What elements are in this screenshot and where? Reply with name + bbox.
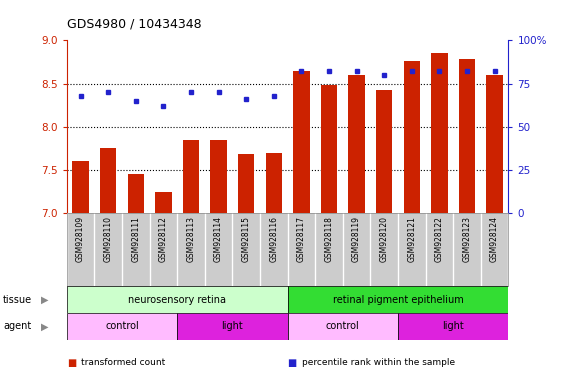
Text: GDS4980 / 10434348: GDS4980 / 10434348 [67,17,202,30]
Text: GSM928124: GSM928124 [490,216,499,262]
Bar [210,140,227,213]
Bar [100,148,116,213]
Bar [398,313,508,340]
Text: GSM928121: GSM928121 [407,216,416,262]
Bar [288,286,508,313]
Bar [431,53,447,213]
Text: GSM928123: GSM928123 [462,216,471,262]
Text: neurosensory retina: neurosensory retina [128,295,226,305]
Bar [459,60,475,213]
Bar [182,140,199,213]
Bar [127,174,144,213]
Bar [67,286,288,313]
Text: control: control [326,321,360,331]
Text: GSM928119: GSM928119 [352,216,361,262]
Text: transformed count: transformed count [81,358,166,367]
Text: ▶: ▶ [41,295,48,305]
Text: GSM928109: GSM928109 [76,216,85,262]
Text: light: light [221,321,243,331]
Bar [376,89,393,213]
Text: GSM928122: GSM928122 [435,216,444,262]
Bar [155,192,172,213]
Text: GSM928113: GSM928113 [187,216,195,262]
Bar [72,161,89,213]
Text: ■: ■ [288,358,297,368]
Text: tissue: tissue [3,295,32,305]
Bar [238,154,254,213]
Text: light: light [442,321,464,331]
Text: GSM928110: GSM928110 [104,216,113,262]
Bar [288,313,398,340]
Bar [486,75,503,213]
Text: ■: ■ [67,358,76,368]
Text: percentile rank within the sample: percentile rank within the sample [302,358,456,367]
Text: agent: agent [3,321,31,331]
Text: control: control [105,321,139,331]
Text: ▶: ▶ [41,321,48,331]
Text: GSM928120: GSM928120 [380,216,389,262]
Text: GSM928112: GSM928112 [159,216,168,262]
Text: GSM928114: GSM928114 [214,216,223,262]
Bar [67,313,177,340]
Bar [293,71,310,213]
Text: GSM928118: GSM928118 [325,216,333,262]
Text: GSM928117: GSM928117 [297,216,306,262]
Bar [321,85,337,213]
Bar [403,61,420,213]
Bar [348,75,365,213]
Text: retinal pigment epithelium: retinal pigment epithelium [332,295,464,305]
Bar [266,152,282,213]
Text: GSM928116: GSM928116 [270,216,278,262]
Text: GSM928111: GSM928111 [131,216,140,262]
Bar [177,313,288,340]
Text: GSM928115: GSM928115 [242,216,250,262]
